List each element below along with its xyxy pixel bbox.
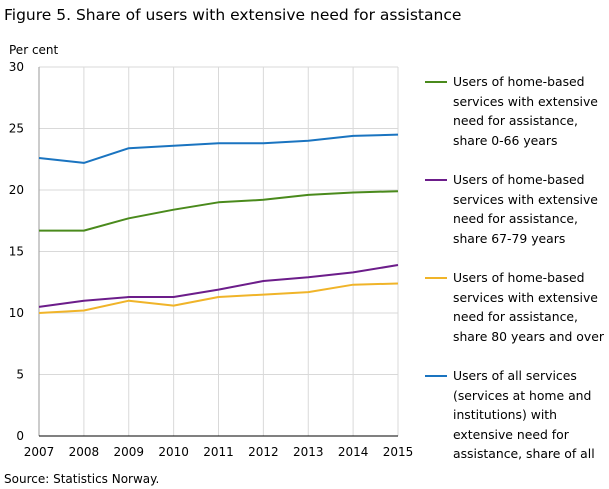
y-tick-label: 10	[9, 306, 24, 320]
legend: Users of home-based services with extens…	[425, 72, 609, 464]
legend-label-line: share 0-66 years	[453, 132, 558, 148]
legend-label-line: extensive need for	[453, 426, 569, 442]
legend-item-all-services: Users of all services (services at home …	[425, 366, 609, 464]
legend-label-line: Users of home-based	[453, 74, 585, 89]
chart-title: Figure 5. Share of users with extensive …	[4, 6, 462, 24]
source-note: Source: Statistics Norway.	[4, 472, 160, 486]
y-tick-label: 25	[9, 122, 24, 136]
x-tick-labels: 2007 2008 2009 2010 2011 2012 2013 2014 2015	[24, 445, 414, 459]
x-tick-label: 2009	[113, 445, 144, 459]
x-tick-label: 2013	[293, 445, 324, 459]
legend-label-line: need for assistance,	[453, 309, 578, 324]
x-tick-label: 2011	[203, 445, 234, 459]
legend-label-line: assistance, share of all	[453, 446, 595, 461]
legend-label-line: need for assistance,	[453, 113, 578, 128]
series-line-1	[38, 264, 399, 308]
legend-item-80-plus: Users of home-based services with extens…	[425, 268, 609, 346]
series-lines	[38, 133, 399, 314]
legend-swatch-80-plus	[425, 277, 447, 279]
gridlines	[39, 66, 399, 436]
x-tick-label: 2007	[24, 445, 55, 459]
legend-label-line: services with extensive	[453, 289, 598, 305]
series-line-2	[38, 282, 399, 314]
legend-label-line: institutions) with	[453, 407, 558, 422]
legend-swatch-67-79	[425, 179, 447, 181]
legend-label-line: Users of home-based	[453, 270, 585, 285]
legend-label-line: share 80 years and over	[453, 328, 604, 344]
y-tick-label: 15	[9, 245, 24, 259]
series-line-3	[38, 133, 399, 164]
y-tick-label: 30	[9, 60, 24, 74]
x-tick-label: 2010	[158, 445, 189, 459]
y-tick-label: 0	[16, 429, 24, 443]
axes	[38, 67, 398, 437]
legend-label-line: Users of home-based	[453, 172, 585, 187]
legend-swatch-all-services	[425, 375, 447, 377]
legend-swatch-0-66	[425, 81, 447, 83]
legend-label-line: Users of all services	[453, 368, 577, 383]
y-tick-labels: 0 5 10 15 20 25 30	[9, 60, 24, 443]
legend-label-line: services with extensive	[453, 191, 598, 207]
legend-item-0-66: Users of home-based services with extens…	[425, 72, 609, 150]
y-tick-label: 20	[9, 183, 24, 197]
x-tick-label: 2008	[69, 445, 100, 459]
legend-item-67-79: Users of home-based services with extens…	[425, 170, 609, 248]
y-axis-label: Per cent	[9, 43, 59, 57]
legend-label-line: services with extensive	[453, 93, 598, 109]
x-tick-label: 2012	[248, 445, 279, 459]
x-tick-label: 2015	[383, 445, 414, 459]
legend-label-line: share 67-79 years	[453, 230, 566, 246]
legend-label-line: need for assistance,	[453, 211, 578, 226]
legend-label-line: (services at home and	[453, 387, 592, 403]
series-line-0	[39, 190, 399, 232]
x-tick-label: 2014	[338, 445, 369, 459]
y-tick-label: 5	[16, 368, 24, 382]
